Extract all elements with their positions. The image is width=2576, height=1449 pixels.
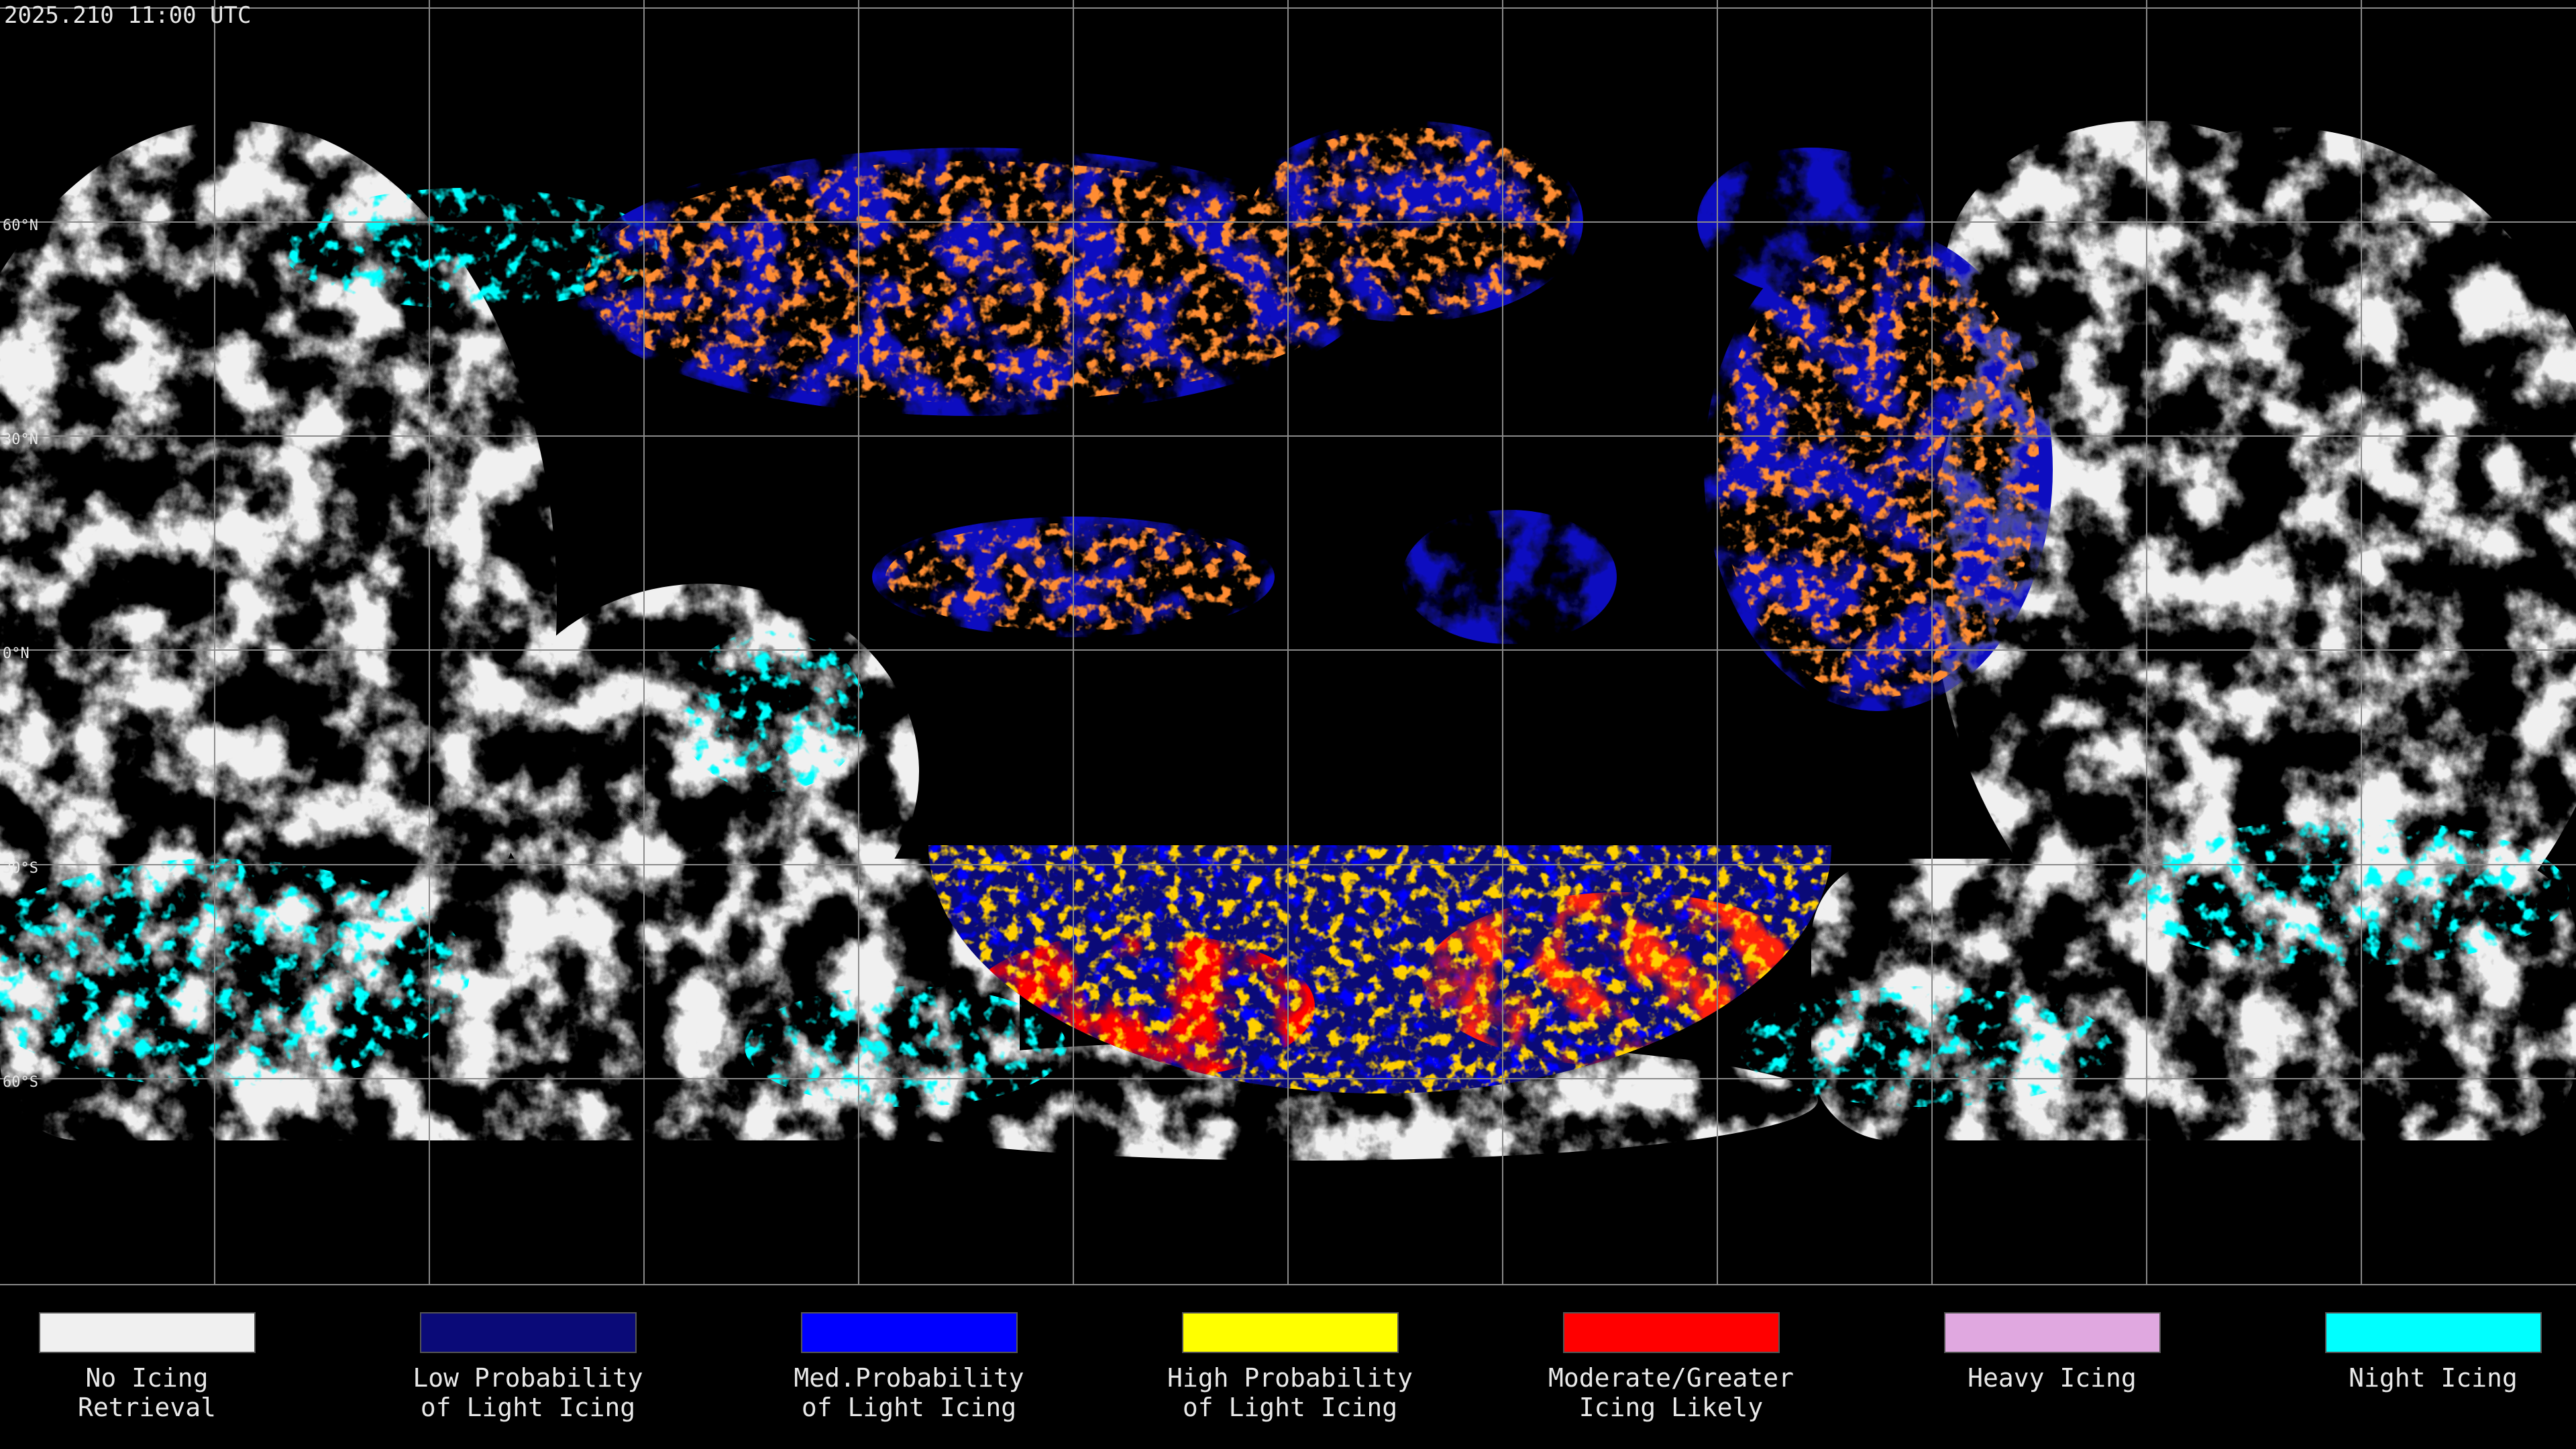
legend-label: Med.Probability [794,1363,1024,1393]
graticule [0,0,2576,1285]
latitude-label: 60°S [3,1074,38,1091]
legend-label: Heavy Icing [1968,1363,2137,1393]
night-icing [0,188,2569,1107]
legend-label: Night Icing [2349,1363,2518,1393]
legend-label: of Light Icing [421,1393,635,1422]
legend-swatch [1182,1312,1399,1353]
legend-label: Moderate/Greater [1548,1363,1794,1393]
legend-swatch [420,1312,637,1353]
legend-swatch [39,1312,256,1353]
latitude-label: 0°N [3,645,30,662]
latitude-label: 30°S [3,860,38,877]
legend-label: High Probability [1167,1363,1413,1393]
legend-label: Icing Likely [1579,1393,1764,1422]
legend-label: of Light Icing [1183,1393,1397,1422]
legend-label: of Light Icing [802,1393,1016,1422]
legend-label: Retrieval [78,1393,216,1422]
legend-label: No Icing [85,1363,208,1393]
legend-swatch [1944,1312,2161,1353]
timestamp: 2025.210 11:00 UTC [4,2,251,29]
legend-swatch [1563,1312,1780,1353]
latitude-labels: 60°N 30°N 0°N 30°S 60°S [3,217,38,1091]
legend-swatch [2325,1312,2542,1353]
legend-label: Low Probability [413,1363,643,1393]
legend-swatch [801,1312,1018,1353]
latitude-label: 60°N [3,217,38,234]
map [0,0,2576,1285]
latitude-label: 30°N [3,431,38,448]
